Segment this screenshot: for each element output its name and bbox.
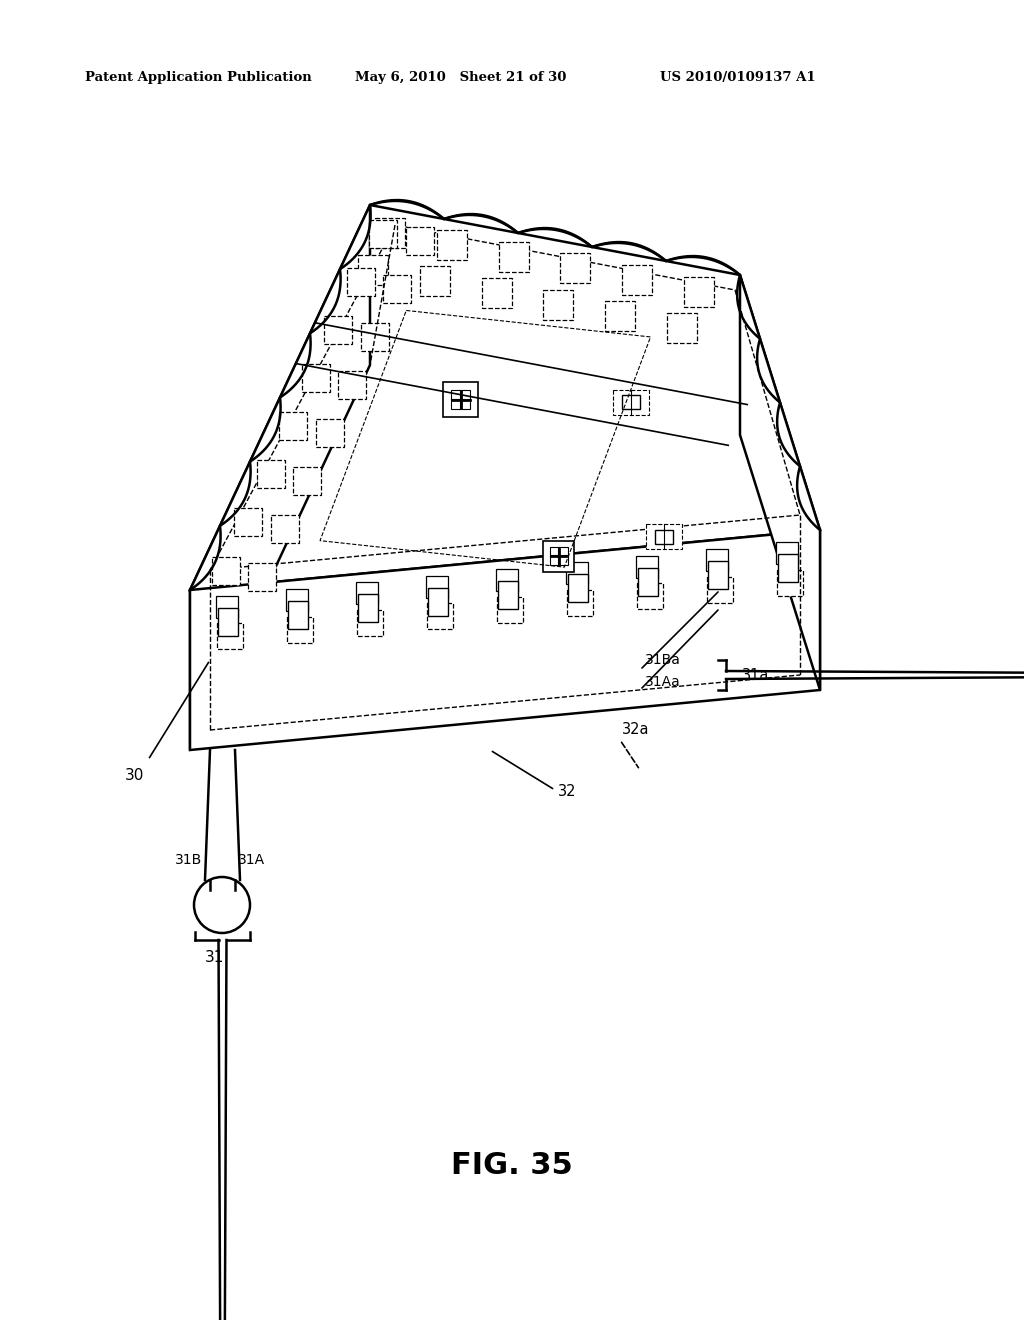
Bar xyxy=(248,564,276,591)
Bar xyxy=(426,576,447,598)
Text: FIG. 35: FIG. 35 xyxy=(452,1151,572,1180)
Bar xyxy=(550,556,560,565)
Bar xyxy=(496,569,518,591)
Text: 31Ba: 31Ba xyxy=(645,653,681,667)
Bar xyxy=(338,371,367,399)
Bar xyxy=(481,279,512,308)
Bar xyxy=(216,595,238,618)
Polygon shape xyxy=(190,531,820,750)
Bar xyxy=(325,315,352,345)
Polygon shape xyxy=(740,275,820,690)
Bar xyxy=(550,548,560,557)
Bar xyxy=(358,594,378,622)
Bar xyxy=(778,554,799,582)
Bar xyxy=(234,508,262,536)
Bar xyxy=(460,391,470,400)
Bar xyxy=(356,582,378,605)
Bar xyxy=(428,587,449,615)
Bar xyxy=(646,524,682,549)
Bar xyxy=(347,268,375,296)
Text: 31: 31 xyxy=(206,950,224,965)
Bar xyxy=(370,219,397,248)
Bar xyxy=(605,301,635,331)
Bar xyxy=(383,275,412,302)
Bar xyxy=(286,589,308,611)
Text: May 6, 2010   Sheet 21 of 30: May 6, 2010 Sheet 21 of 30 xyxy=(355,71,566,84)
Bar xyxy=(560,253,590,284)
Bar xyxy=(452,399,462,409)
Bar xyxy=(655,529,673,544)
Bar xyxy=(218,607,239,635)
Text: 32a: 32a xyxy=(622,722,649,738)
Bar xyxy=(558,548,567,557)
Text: 31Aa: 31Aa xyxy=(645,675,681,689)
Bar xyxy=(452,391,462,400)
Bar xyxy=(497,597,522,623)
Bar xyxy=(706,549,728,572)
Bar xyxy=(566,590,593,616)
Bar xyxy=(406,227,434,255)
Bar xyxy=(375,219,406,248)
Text: 32: 32 xyxy=(558,784,577,800)
Bar xyxy=(709,561,728,589)
Bar xyxy=(289,601,308,628)
Bar xyxy=(622,265,652,296)
Bar xyxy=(358,255,388,285)
Bar xyxy=(637,583,663,610)
Bar xyxy=(360,323,389,351)
Polygon shape xyxy=(190,205,370,750)
Bar xyxy=(612,389,649,414)
Bar xyxy=(356,610,383,636)
Bar xyxy=(684,277,714,306)
Bar xyxy=(293,467,322,495)
Bar xyxy=(544,541,574,572)
Bar xyxy=(566,562,588,585)
Bar xyxy=(443,383,478,417)
Bar xyxy=(460,399,470,409)
Bar xyxy=(217,623,243,649)
Bar xyxy=(315,418,344,447)
Bar xyxy=(777,570,803,597)
Bar xyxy=(499,581,518,609)
Bar xyxy=(638,568,658,595)
Text: 31B: 31B xyxy=(175,853,202,867)
Bar xyxy=(212,557,240,585)
Bar xyxy=(544,289,573,319)
Text: 31a: 31a xyxy=(742,668,769,682)
Bar xyxy=(437,230,467,260)
Text: US 2010/0109137 A1: US 2010/0109137 A1 xyxy=(660,71,816,84)
Bar xyxy=(776,543,798,564)
Circle shape xyxy=(194,876,250,933)
Bar xyxy=(568,574,589,602)
Bar xyxy=(499,242,528,272)
Bar xyxy=(420,267,450,297)
Text: 30: 30 xyxy=(125,767,144,783)
Bar xyxy=(558,556,567,565)
Bar xyxy=(257,461,285,488)
Bar xyxy=(622,395,640,409)
Text: 31A: 31A xyxy=(238,853,265,867)
Bar xyxy=(302,364,330,392)
Text: Patent Application Publication: Patent Application Publication xyxy=(85,71,311,84)
Bar xyxy=(707,577,733,603)
Bar xyxy=(427,603,453,630)
Bar xyxy=(270,515,299,544)
Bar xyxy=(667,313,696,343)
Bar xyxy=(280,412,307,440)
Bar xyxy=(287,616,312,643)
Polygon shape xyxy=(190,205,820,590)
Bar xyxy=(636,556,657,578)
